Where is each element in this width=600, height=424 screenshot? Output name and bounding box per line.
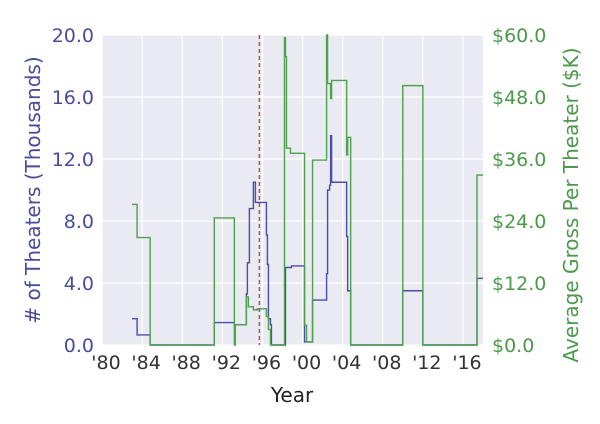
y2-tick-label: $12.0: [492, 273, 546, 295]
x-tick-label: '96: [252, 352, 281, 374]
x-tick-label: '92: [212, 352, 241, 374]
x-tick-label: '88: [172, 352, 201, 374]
x-tick-label: '80: [91, 352, 120, 374]
y-tick-label: 4.0: [64, 273, 94, 295]
series-lines: [132, 34, 483, 346]
tick-labels: '80 '84 '88 '92 '96 '00 '04 '08 '12 '16 0.0 4.0 8.0 1…: [52, 25, 547, 374]
y-tick-label: 20.0: [52, 25, 94, 47]
plot-area: [102, 35, 483, 345]
y-axis-label: # of Theaters (Thousands): [21, 56, 45, 323]
x-tick-label: '00: [292, 352, 321, 374]
x-tick-label: '04: [332, 352, 361, 374]
y-tick-label: 16.0: [52, 87, 94, 109]
y2-tick-label: $0.0: [492, 335, 534, 357]
y2-tick-label: $60.0: [492, 25, 546, 47]
y2-axis-label: Average Gross Per Theater ($K): [559, 47, 583, 362]
x-tick-label: '16: [452, 352, 481, 374]
x-tick-label: '84: [131, 352, 160, 374]
y2-tick-label: $36.0: [492, 149, 546, 171]
series-line-gross: [132, 34, 483, 346]
y-tick-label: 0.0: [64, 335, 94, 357]
y-tick-label: 8.0: [64, 211, 94, 233]
x-axis-label: Year: [270, 383, 314, 407]
y-tick-label: 12.0: [52, 149, 94, 171]
y2-tick-label: $48.0: [492, 87, 546, 109]
x-tick-label: '12: [412, 352, 441, 374]
y2-tick-label: $24.0: [492, 211, 546, 233]
x-tick-label: '08: [372, 352, 401, 374]
